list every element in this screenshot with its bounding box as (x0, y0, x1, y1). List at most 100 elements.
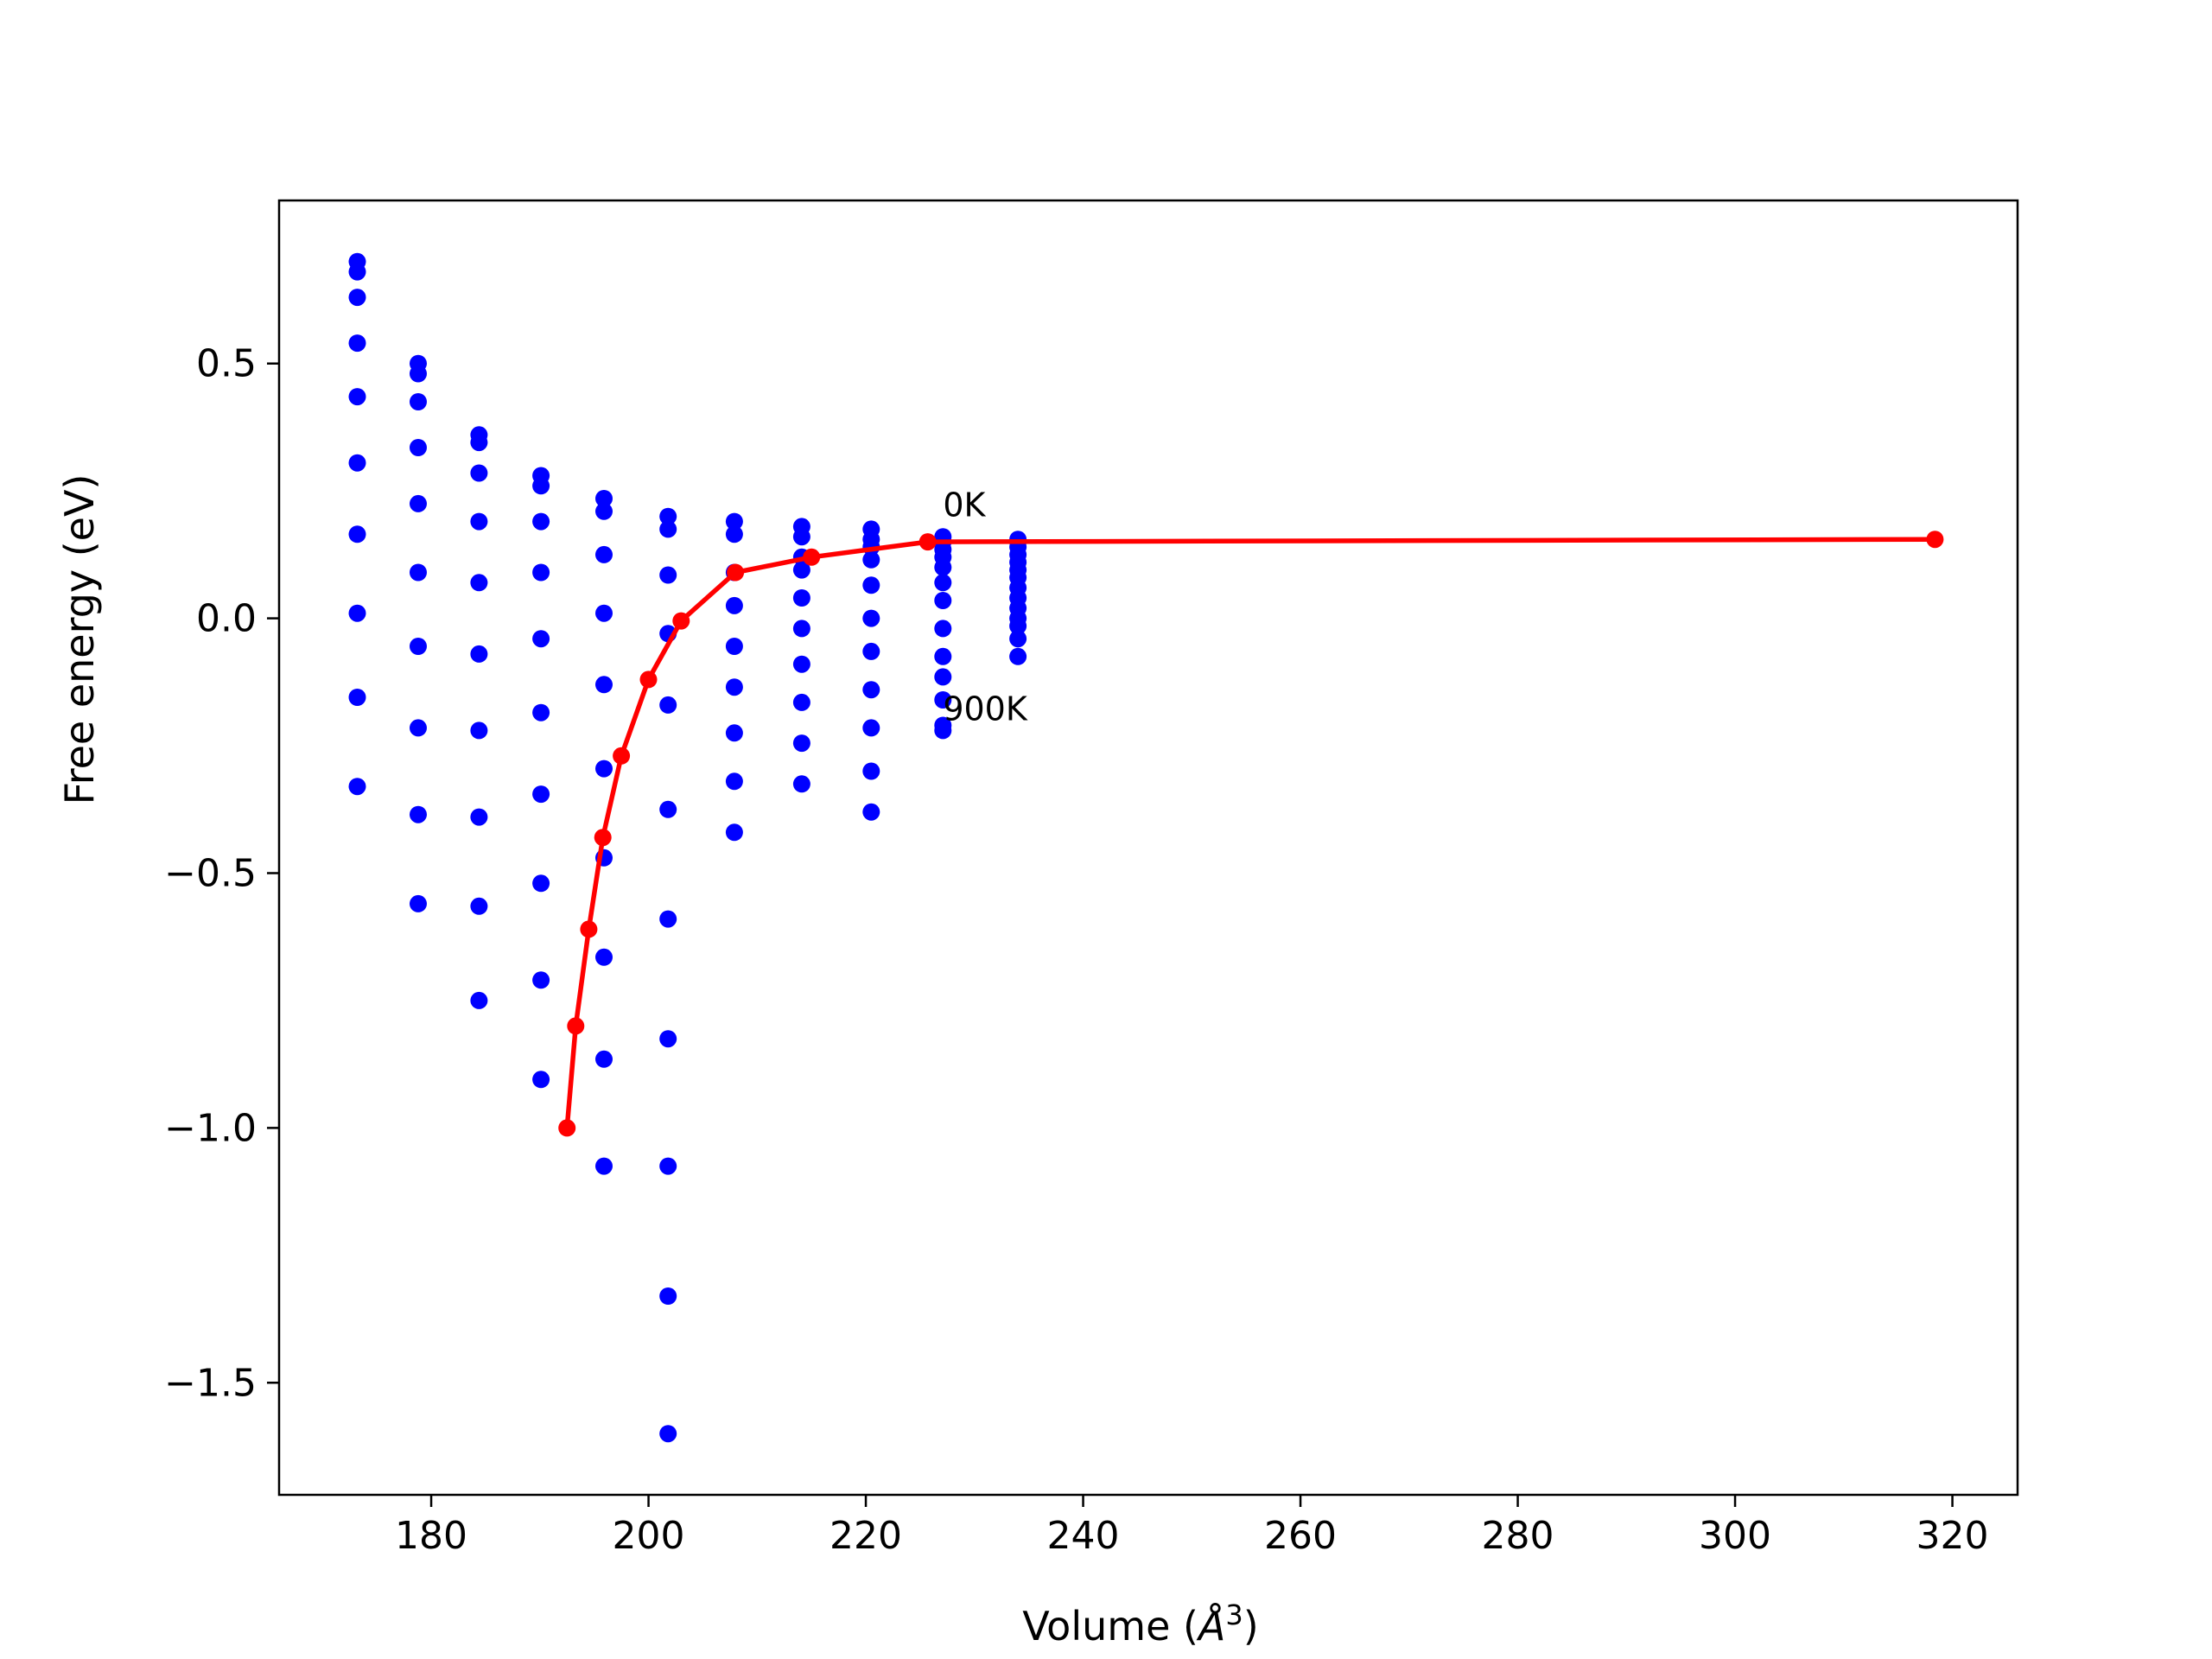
data-point (532, 1071, 550, 1089)
data-point (792, 734, 810, 753)
data-point (410, 365, 427, 383)
data-point (348, 334, 366, 353)
data-point (532, 477, 550, 495)
data-point (659, 910, 677, 928)
minimum-path-point (803, 548, 821, 566)
data-point (792, 620, 810, 638)
data-point (934, 592, 952, 609)
data-point (532, 630, 550, 648)
data-point (862, 550, 880, 569)
data-point (470, 512, 488, 531)
minimum-path-point (558, 1119, 576, 1137)
data-point (595, 676, 613, 694)
minimum-path-point (672, 612, 690, 630)
x-tick-label: 280 (1482, 1514, 1554, 1558)
annotation-label: 0K (943, 486, 986, 524)
x-axis-label-exponent: 3 (1225, 1599, 1243, 1631)
data-point (725, 596, 743, 614)
y-tick-label: −1.5 (164, 1361, 257, 1405)
data-point (348, 289, 366, 307)
data-point (348, 388, 366, 406)
x-tick-label: 180 (395, 1514, 467, 1558)
data-point (934, 620, 952, 638)
minimum-path-point (567, 1017, 585, 1035)
data-point (595, 1050, 613, 1068)
minimum-path-point (613, 747, 631, 765)
data-point (725, 724, 743, 742)
data-point (410, 563, 427, 582)
data-point (470, 434, 488, 452)
data-point (934, 668, 952, 686)
data-point (862, 609, 880, 627)
data-point (348, 454, 366, 472)
data-point (659, 800, 677, 818)
data-point (348, 604, 366, 622)
data-point (934, 647, 952, 665)
data-point (659, 520, 677, 538)
data-point (725, 823, 743, 842)
data-point (348, 689, 366, 706)
data-point (1009, 647, 1027, 665)
data-point (470, 645, 488, 663)
data-point (532, 563, 550, 582)
minimum-path-point (639, 671, 658, 689)
data-point (470, 991, 488, 1009)
data-point (410, 393, 427, 410)
data-point (725, 525, 743, 543)
x-axis-label: Volume (Å3) (1022, 1599, 1258, 1649)
data-point (470, 464, 488, 482)
data-point (410, 494, 427, 512)
annotations: 0K 900K (943, 486, 1028, 728)
data-point (792, 589, 810, 607)
data-point (532, 971, 550, 989)
y-tick-label: −1.0 (164, 1106, 257, 1150)
y-axis-ticks: 0.5 0.0 −0.5 −1.0 −1.5 (164, 342, 279, 1405)
minimum-path-point (918, 533, 937, 551)
plot-frame (277, 199, 2019, 1497)
data-point (470, 721, 488, 740)
data-point (792, 693, 810, 711)
data-point (792, 528, 810, 546)
data-point (348, 263, 366, 281)
data-point (532, 785, 550, 804)
data-point (725, 512, 743, 531)
data-point (659, 1287, 677, 1305)
y-tick-label: 0.5 (196, 342, 257, 386)
data-point (595, 490, 613, 507)
data-point (410, 719, 427, 737)
x-axis-label-unit: Å (1196, 1603, 1225, 1649)
data-point (792, 655, 810, 673)
data-point (595, 1157, 613, 1175)
y-tick-label: −0.5 (164, 851, 257, 895)
data-point (659, 1425, 677, 1443)
data-point (470, 808, 488, 826)
minimum-path-point (594, 829, 612, 847)
data-point (934, 558, 952, 576)
data-point (595, 760, 613, 778)
data-point (792, 561, 810, 579)
data-point (595, 502, 613, 520)
data-point (348, 525, 366, 543)
x-tick-label: 200 (613, 1514, 685, 1558)
y-tick-label: 0.0 (196, 597, 257, 641)
data-point (934, 574, 952, 592)
data-point (1009, 617, 1027, 635)
data-point (1009, 630, 1027, 648)
data-point (595, 545, 613, 563)
data-point (595, 948, 613, 966)
data-point (532, 874, 550, 893)
data-point (659, 507, 677, 525)
data-point (410, 638, 427, 655)
data-point (659, 566, 677, 584)
x-axis-ticks: 180 200 220 240 260 280 300 320 (395, 1495, 1989, 1558)
data-point (659, 696, 677, 714)
y-axis-label: Free energy (eV) (56, 474, 103, 805)
data-point (725, 638, 743, 655)
data-point (862, 642, 880, 660)
data-point (934, 691, 952, 709)
data-point (934, 721, 952, 740)
x-tick-label: 220 (830, 1514, 902, 1558)
data-point (725, 772, 743, 791)
